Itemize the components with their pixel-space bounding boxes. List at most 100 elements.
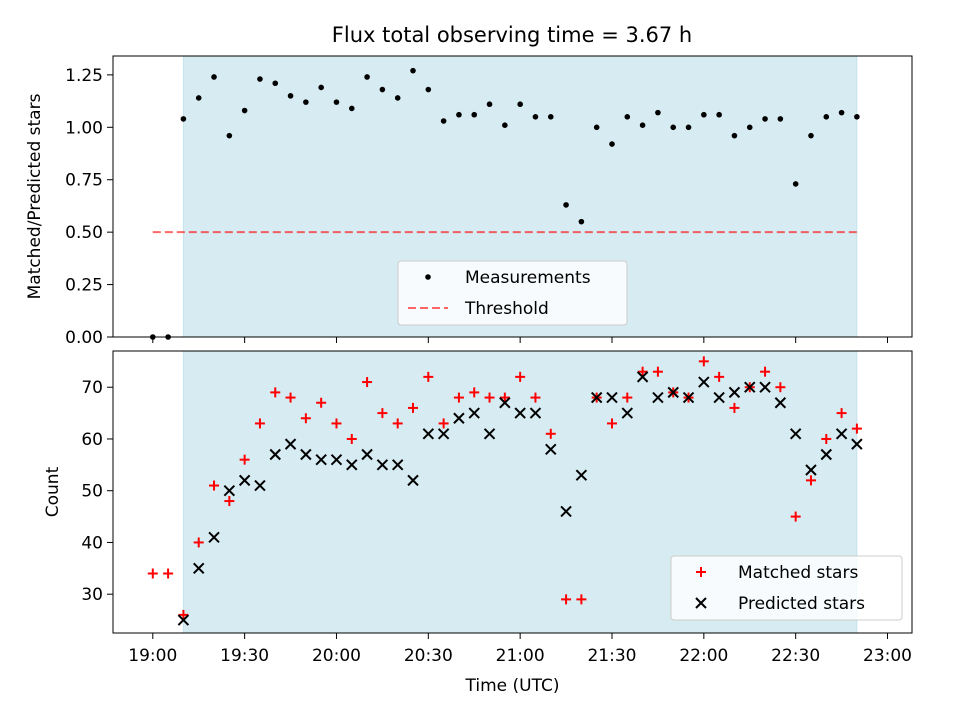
x-stroke-b [529, 407, 542, 419]
measurement-point [731, 132, 738, 139]
y-tick-label: 0.00 [65, 328, 103, 348]
measurement-point [701, 111, 707, 118]
measurement-point [195, 95, 202, 101]
x-stroke-b [698, 376, 710, 388]
matched-star-point [209, 480, 220, 491]
matched-star-point [346, 433, 357, 444]
predicted-star-point [254, 479, 266, 492]
x-tick-label: 22:00 [679, 646, 728, 666]
matched-star-point [637, 366, 648, 377]
matched-star-point [805, 475, 816, 486]
predicted-star-point [208, 531, 220, 543]
x-tick-label: 19:30 [220, 646, 269, 666]
predicted-star-point [652, 391, 664, 404]
x-stroke-b [606, 391, 618, 404]
x-stroke-b [713, 391, 725, 404]
x-stroke-b [621, 407, 634, 419]
x-stroke-b [376, 459, 389, 471]
x-axis-label: Time (UTC) [465, 676, 560, 696]
matched-star-point [561, 594, 572, 605]
measurement-point [655, 109, 661, 116]
x-stroke-b [193, 562, 205, 575]
y-axis-label: Matched/Predicted stars [25, 93, 45, 299]
measurement-point [808, 132, 814, 139]
matched-star-point [224, 496, 235, 507]
matched-star-point [254, 418, 265, 429]
x-stroke-b [744, 381, 756, 393]
top-panel: 0.00 0.25 0.50 0.75 1.00 1.25 Matched/Predicte… [25, 55, 913, 348]
measurement-point [211, 74, 217, 80]
legend: Matched stars Predicted stars [670, 555, 903, 621]
y-tick-label: 0.50 [65, 223, 103, 243]
measurement-point [578, 218, 585, 225]
predicted-star-point [422, 428, 435, 440]
matched-star-point [423, 371, 434, 382]
predicted-star-point [177, 614, 190, 626]
matched-star-point [147, 568, 158, 579]
predicted-star-point [606, 391, 618, 404]
predicted-star-point [713, 391, 725, 404]
x-stroke-b [437, 428, 450, 440]
matched-star-point [499, 392, 510, 403]
measurement-point [440, 118, 447, 124]
predicted-star-point [223, 484, 236, 497]
matched-star-point [300, 413, 311, 424]
measurement-point [364, 74, 370, 80]
bottom-panel: 30 40 50 60 70 19:00 19:30 20:00 20:30 21:00 21:30… [43, 350, 913, 696]
y-tick-label: 40 [81, 533, 103, 553]
measurement-point [532, 114, 539, 120]
legend-label: Matched stars [738, 563, 858, 583]
measurement-point [670, 124, 677, 131]
predicted-star-point [851, 438, 863, 450]
matched-star-point [285, 392, 296, 403]
x-stroke-b [514, 407, 526, 419]
matched-star-point [239, 454, 250, 465]
predicted-star-point [744, 381, 756, 393]
legend: Measurements Threshold [397, 260, 628, 326]
x-tick-label: 23:00 [863, 646, 912, 666]
predicted-star-point [805, 464, 817, 476]
matched-star-point [270, 387, 281, 398]
y-tick-label: 60 [81, 430, 103, 450]
matched-star-point [790, 511, 801, 522]
predicted-star-point [499, 397, 511, 409]
measurement-point [854, 114, 860, 120]
predicted-star-point [391, 459, 404, 471]
matched-star-point [576, 594, 587, 605]
legend-label: Measurements [465, 268, 591, 288]
x-stroke-b [407, 474, 419, 487]
x-stroke-b [835, 428, 848, 440]
x-stroke-b [652, 391, 664, 404]
measurement-point [838, 109, 845, 116]
x-stroke-b [208, 531, 220, 543]
measurement-point [287, 93, 294, 99]
y-axis-label: Count [43, 466, 63, 517]
predicted-star-point [682, 391, 695, 404]
legend-x-b [695, 597, 707, 609]
measurement-point [563, 202, 569, 208]
predicted-star-point [560, 505, 572, 518]
matched-star-point [377, 408, 388, 419]
measurement-point [425, 86, 432, 93]
predicted-star-point [789, 428, 802, 440]
matched-star-point [515, 371, 526, 382]
x-tick-label: 21:30 [587, 646, 636, 666]
x-stroke-b [560, 505, 572, 518]
x-stroke-b [820, 448, 832, 461]
matched-star-point [851, 423, 862, 434]
predicted-star-point [468, 407, 480, 419]
predicted-star-point [269, 448, 281, 461]
x-stroke-b [361, 448, 373, 461]
x-stroke-b [238, 474, 251, 487]
chart-title: Flux total observing time = 3.67 h [332, 23, 692, 47]
predicted-star-point [315, 453, 327, 466]
predicted-star-point [407, 474, 419, 487]
predicted-star-point [590, 391, 603, 404]
predicted-star-point [193, 562, 205, 575]
y-tick-label: 1.25 [65, 66, 103, 86]
x-stroke-b [728, 386, 741, 399]
measurement-point [333, 99, 340, 105]
matched-star-point [331, 418, 342, 429]
matched-star-point [178, 609, 189, 620]
x-stroke-b [851, 438, 863, 450]
